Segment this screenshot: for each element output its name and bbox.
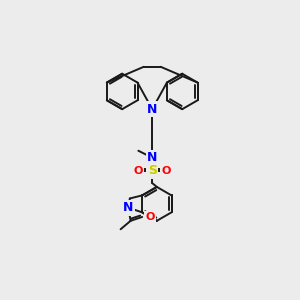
Text: S: S [148,164,157,177]
Text: N: N [123,201,134,214]
Text: O: O [134,166,143,176]
Text: N: N [147,103,158,116]
Text: O: O [161,166,171,176]
Text: O: O [145,212,154,222]
Text: N: N [147,151,158,164]
